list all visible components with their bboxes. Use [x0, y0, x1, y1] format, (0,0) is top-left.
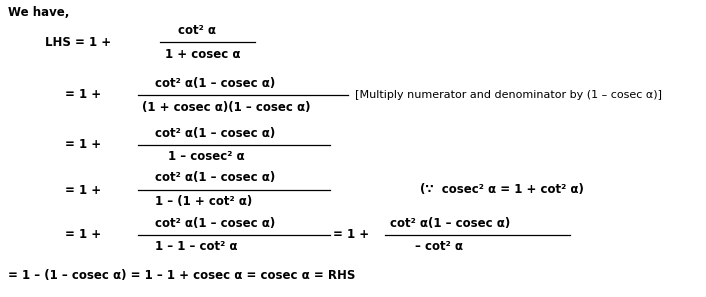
Text: = 1 +: = 1 + — [333, 228, 369, 241]
Text: cot² α(1 – cosec α): cot² α(1 – cosec α) — [155, 171, 275, 184]
Text: cot² α(1 – cosec α): cot² α(1 – cosec α) — [155, 77, 275, 89]
Text: – cot² α: – cot² α — [415, 241, 463, 254]
Text: LHS = 1 +: LHS = 1 + — [45, 36, 111, 48]
Text: cot² α: cot² α — [178, 23, 216, 37]
Text: = 1 +: = 1 + — [65, 184, 101, 197]
Text: [Multiply numerator and denominator by (1 – cosec α)]: [Multiply numerator and denominator by (… — [355, 90, 662, 100]
Text: 1 – cosec² α: 1 – cosec² α — [168, 151, 244, 164]
Text: 1 + cosec α: 1 + cosec α — [165, 48, 241, 61]
Text: cot² α(1 – cosec α): cot² α(1 – cosec α) — [390, 217, 510, 230]
Text: We have,: We have, — [8, 6, 69, 18]
Text: 1 – (1 + cot² α): 1 – (1 + cot² α) — [155, 195, 252, 208]
Text: (∵  cosec² α = 1 + cot² α): (∵ cosec² α = 1 + cot² α) — [420, 184, 584, 197]
Text: (1 + cosec α)(1 – cosec α): (1 + cosec α)(1 – cosec α) — [142, 102, 311, 115]
Text: = 1 – (1 – cosec α) = 1 – 1 + cosec α = cosec α = RHS: = 1 – (1 – cosec α) = 1 – 1 + cosec α = … — [8, 268, 355, 282]
Text: = 1 +: = 1 + — [65, 138, 101, 151]
Text: cot² α(1 – cosec α): cot² α(1 – cosec α) — [155, 127, 275, 140]
Text: cot² α(1 – cosec α): cot² α(1 – cosec α) — [155, 217, 275, 230]
Text: = 1 +: = 1 + — [65, 228, 101, 241]
Text: = 1 +: = 1 + — [65, 89, 101, 102]
Text: 1 – 1 – cot² α: 1 – 1 – cot² α — [155, 241, 237, 254]
